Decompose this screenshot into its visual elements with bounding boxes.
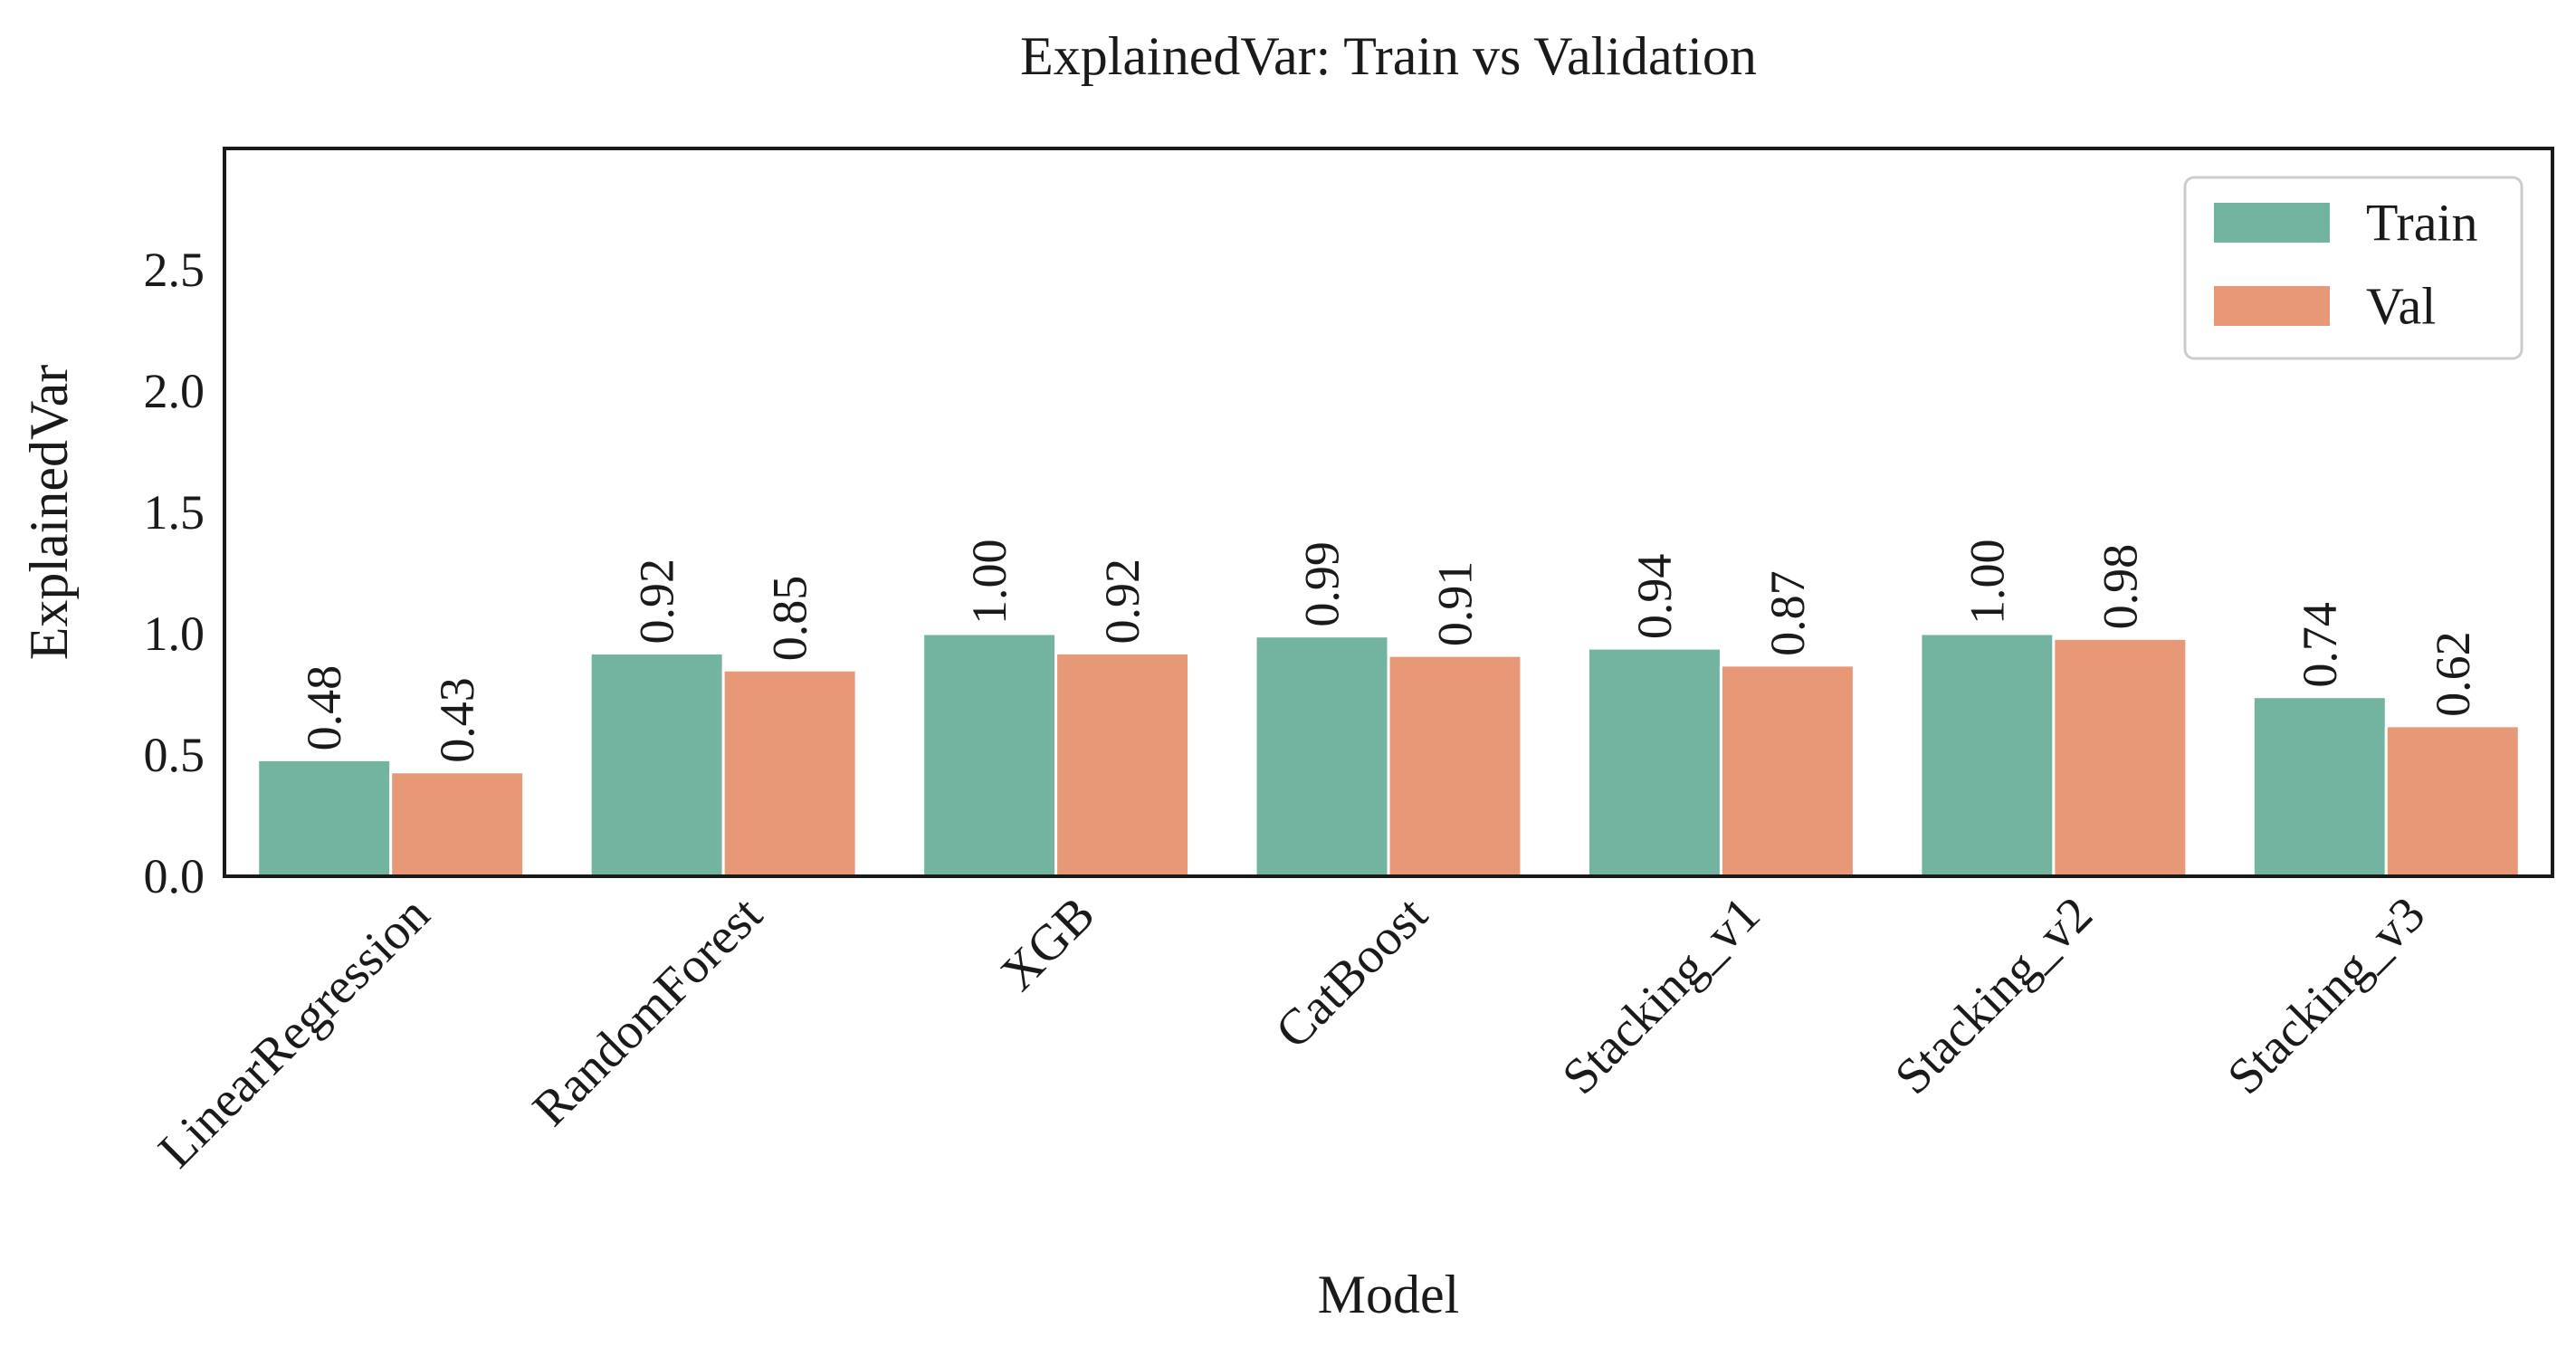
y-tick-label: 2.5 <box>144 243 205 297</box>
legend: Train Val <box>2183 176 2524 360</box>
y-tick-label: 1.5 <box>144 485 205 540</box>
legend-swatch-train <box>2214 203 2330 243</box>
y-tick-label: 1.0 <box>144 607 205 661</box>
data-label-train-stacking_v1: 0.94 <box>1627 554 1682 640</box>
bar-val-stacking_v3 <box>2384 724 2521 878</box>
x-tick-label-linearregression: LinearRegression <box>148 886 440 1179</box>
data-label-val-stacking_v3: 0.62 <box>2426 631 2480 717</box>
y-tick-label: 2.0 <box>144 364 205 418</box>
bar-val-linearregression <box>389 770 526 878</box>
plot-frame <box>223 147 2554 878</box>
bar-val-stacking_v1 <box>1719 664 1856 878</box>
legend-label-train: Train <box>2366 194 2478 253</box>
x-tick-label-catboost: CatBoost <box>1265 886 1439 1060</box>
chart-title: ExplainedVar: Train vs Validation <box>1020 26 1757 86</box>
bar-val-catboost <box>1387 654 1523 878</box>
bar-train-linearregression <box>256 758 393 878</box>
bar-train-stacking_v2 <box>1919 632 2056 878</box>
data-label-val-linearregression: 0.43 <box>430 677 484 763</box>
data-label-train-linearregression: 0.48 <box>297 665 351 751</box>
legend-label-val: Val <box>2366 277 2436 336</box>
bar-val-randomforest <box>721 668 858 878</box>
bar-val-xgb <box>1054 651 1191 878</box>
x-tick-label-randomforest: RandomForest <box>522 886 773 1137</box>
legend-swatch-val <box>2214 286 2330 326</box>
data-label-train-stacking_v2: 1.00 <box>1960 540 2014 626</box>
y-tick-label: 0.5 <box>144 728 205 782</box>
data-label-val-stacking_v1: 0.87 <box>1760 570 1815 656</box>
bar-train-randomforest <box>588 651 725 878</box>
bar-train-catboost <box>1254 635 1390 878</box>
bar-val-stacking_v2 <box>2052 636 2189 878</box>
y-axis-label: ExplainedVar <box>19 365 79 661</box>
data-label-train-catboost: 0.99 <box>1295 541 1350 627</box>
x-tick-label-stacking_v1: Stacking_v1 <box>1552 886 1771 1105</box>
data-label-val-stacking_v2: 0.98 <box>2093 544 2147 630</box>
x-axis-label: Model <box>1318 1265 1460 1324</box>
y-tick-label: 0.0 <box>144 849 205 903</box>
data-label-train-randomforest: 0.92 <box>630 559 684 645</box>
bar-train-xgb <box>921 632 1058 878</box>
data-label-train-stacking_v3: 0.74 <box>2293 602 2347 688</box>
data-label-val-xgb: 0.92 <box>1095 559 1150 645</box>
bar-train-stacking_v3 <box>2251 695 2388 878</box>
data-label-val-catboost: 0.91 <box>1427 561 1482 647</box>
x-tick-label-xgb: XGB <box>990 886 1105 1001</box>
data-label-train-xgb: 1.00 <box>962 540 1016 626</box>
data-label-val-randomforest: 0.85 <box>763 576 817 662</box>
bar-train-stacking_v1 <box>1586 646 1722 878</box>
x-tick-label-stacking_v2: Stacking_v2 <box>1884 886 2104 1105</box>
x-tick-label-stacking_v3: Stacking_v3 <box>2217 886 2436 1105</box>
